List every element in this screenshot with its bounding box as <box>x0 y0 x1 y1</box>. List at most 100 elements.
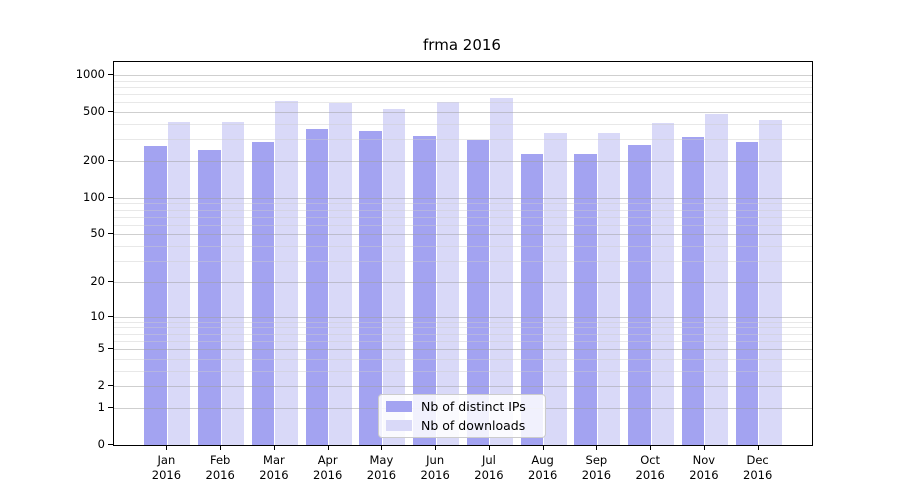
x-tick-label: May 2016 <box>366 453 397 482</box>
gridline-minor <box>114 246 812 247</box>
gridline-minor <box>114 203 812 204</box>
bar-ips-apr <box>305 128 329 445</box>
gridline-minor <box>114 87 812 88</box>
bar-downloads-mar <box>275 101 298 445</box>
x-tick-mark <box>166 445 167 450</box>
gridline-minor <box>114 327 812 328</box>
x-tick-mark <box>704 445 705 450</box>
gridline-major <box>114 198 812 199</box>
y-tick-mark <box>108 233 113 234</box>
y-tick-mark <box>108 197 113 198</box>
y-tick-label: 50 <box>90 226 105 241</box>
gridline-minor <box>114 322 812 323</box>
x-tick-mark <box>758 445 759 450</box>
legend-item-downloads: Nb of downloads <box>386 418 537 433</box>
gridline-minor <box>114 210 812 211</box>
x-tick-mark <box>435 445 436 450</box>
bar-ips-feb <box>198 149 221 445</box>
gridline-minor <box>114 124 812 125</box>
legend-item-distinct-ips: Nb of distinct IPs <box>386 399 537 414</box>
y-tick-mark <box>108 281 113 282</box>
bar-downloads-oct <box>651 123 675 445</box>
bar-downloads-nov <box>705 113 728 445</box>
gridline-major <box>114 161 812 162</box>
gridline-minor <box>114 341 812 342</box>
bar-downloads-feb <box>221 121 245 445</box>
x-tick-mark <box>381 445 382 450</box>
y-tick-label: 10 <box>90 308 105 323</box>
bar-downloads-jun <box>436 101 460 445</box>
y-tick-mark <box>108 74 113 75</box>
y-tick-mark <box>108 111 113 112</box>
gridline-major <box>114 75 812 76</box>
y-tick-label: 5 <box>97 341 105 356</box>
x-tick-label: Nov 2016 <box>689 453 719 482</box>
gridline-minor <box>114 261 812 262</box>
bar-ips-mar <box>251 141 275 445</box>
bar-downloads-apr <box>329 102 352 445</box>
legend-swatch-distinct-ips <box>386 401 412 412</box>
legend: Nb of distinct IPs Nb of downloads <box>378 394 546 438</box>
gridline-major <box>114 386 812 387</box>
legend-label-downloads: Nb of downloads <box>421 418 526 433</box>
x-tick-label: Jul 2016 <box>474 453 504 482</box>
bar-downloads-jan <box>167 121 191 445</box>
gridline-major <box>114 112 812 113</box>
x-tick-label: Aug 2016 <box>528 453 558 482</box>
legend-label-distinct-ips: Nb of distinct IPs <box>421 399 526 414</box>
x-tick-label: Sep 2016 <box>581 453 612 482</box>
y-tick-mark <box>108 385 113 386</box>
gridline-major <box>114 317 812 318</box>
bar-ips-oct <box>628 144 651 445</box>
bar-ips-dec <box>735 141 759 445</box>
bar-downloads-may <box>382 108 406 445</box>
gridline-major <box>114 349 812 350</box>
plot-area <box>113 61 813 446</box>
y-tick-label: 200 <box>83 152 105 167</box>
y-tick-mark <box>108 348 113 349</box>
x-tick-label: Jun 2016 <box>420 453 450 482</box>
bar-ips-nov <box>681 136 705 445</box>
bar-ips-jan <box>144 146 167 445</box>
x-tick-mark <box>489 445 490 450</box>
bar-ips-may <box>359 131 382 445</box>
x-tick-label: Dec 2016 <box>743 453 773 482</box>
y-tick-label: 100 <box>83 189 105 204</box>
x-tick-label: Apr 2016 <box>313 453 343 482</box>
gridline-minor <box>114 94 812 95</box>
gridline-minor <box>114 334 812 335</box>
x-tick-mark <box>650 445 651 450</box>
gridline-minor <box>114 359 812 360</box>
gridline-minor <box>114 217 812 218</box>
gridline-major <box>114 234 812 235</box>
x-tick-label: Jan 2016 <box>151 453 182 482</box>
x-tick-label: Oct 2016 <box>635 453 665 482</box>
x-tick-mark <box>596 445 597 450</box>
gridline-minor <box>114 225 812 226</box>
y-tick-label: 500 <box>83 104 105 119</box>
x-tick-label: Mar 2016 <box>259 453 289 482</box>
y-tick-mark <box>108 444 113 445</box>
bar-downloads-sep <box>597 133 621 445</box>
y-tick-label: 0 <box>97 437 105 451</box>
x-tick-mark <box>274 445 275 450</box>
chart-title: frma 2016 <box>423 36 501 54</box>
x-tick-mark <box>328 445 329 450</box>
bar-ips-aug <box>520 153 544 445</box>
y-tick-label: 2 <box>97 378 105 393</box>
gridline-minor <box>114 139 812 140</box>
y-tick-label: 1000 <box>75 67 105 81</box>
y-tick-mark <box>108 316 113 317</box>
bar-downloads-jul <box>490 97 513 445</box>
gridline-minor <box>114 81 812 82</box>
gridline-major <box>114 282 812 283</box>
x-tick-label: Feb 2016 <box>205 453 235 482</box>
y-tick-mark <box>108 407 113 408</box>
y-tick-mark <box>108 160 113 161</box>
bar-downloads-aug <box>544 132 567 445</box>
bar-ips-jun <box>413 135 436 445</box>
bar-ips-jul <box>466 140 490 445</box>
gridline-minor <box>114 102 812 103</box>
y-tick-label: 1 <box>97 399 105 414</box>
